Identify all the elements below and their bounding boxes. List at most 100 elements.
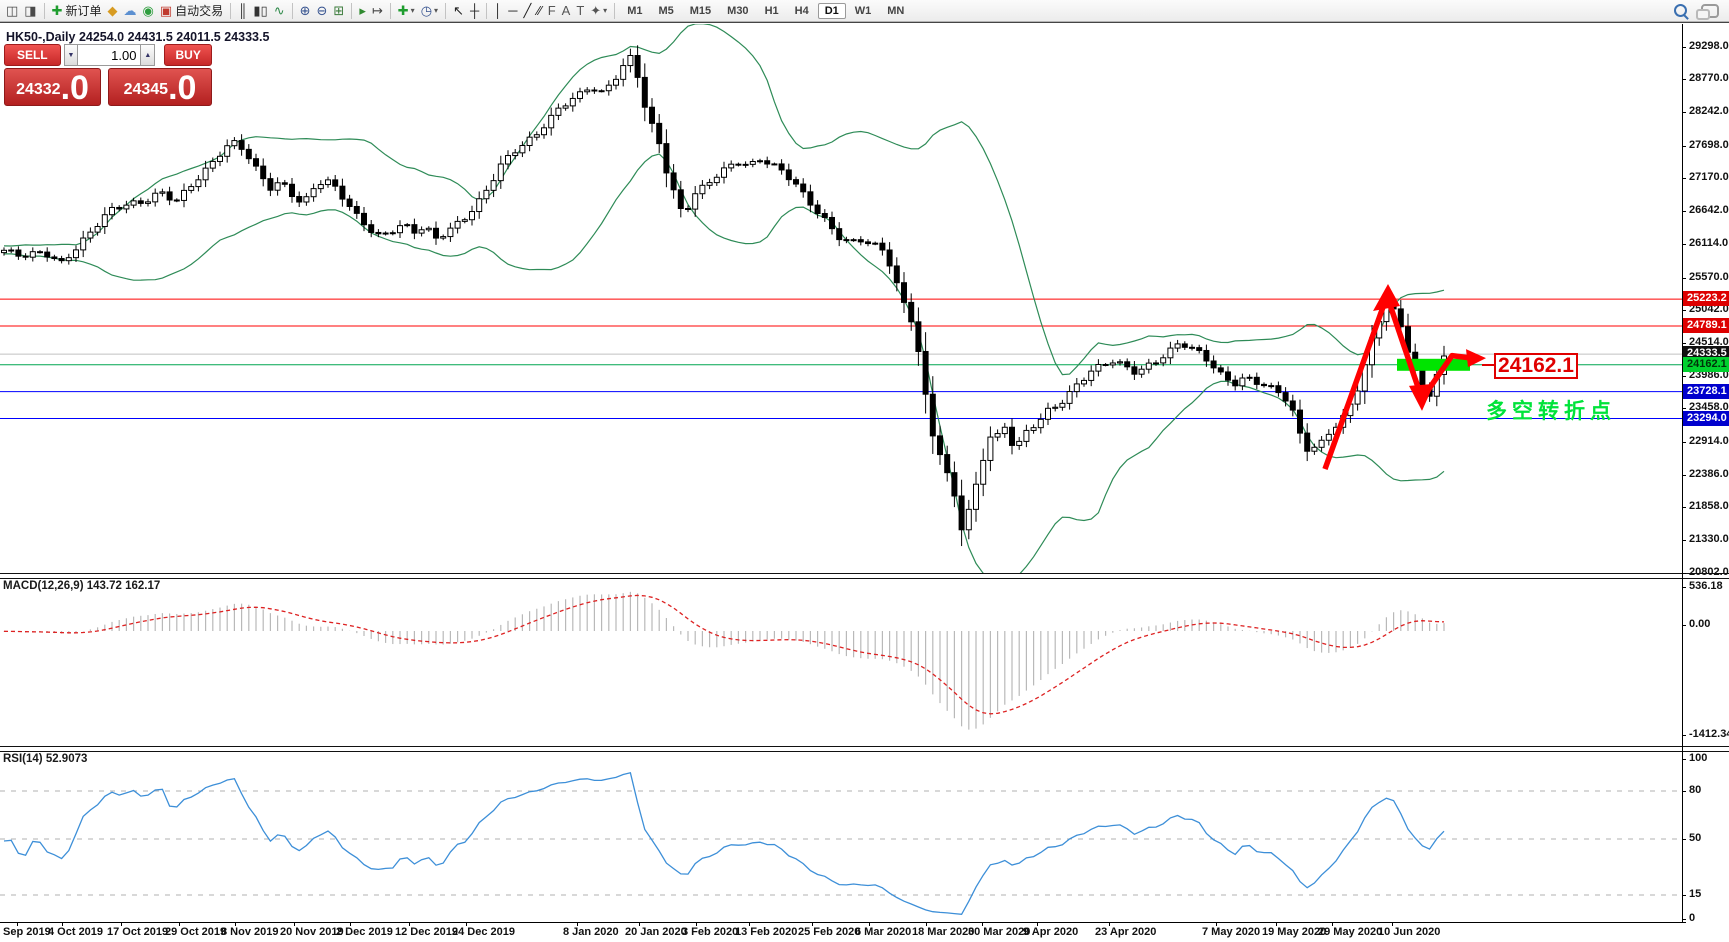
chat-icon[interactable] (1696, 3, 1719, 20)
axis-tick (1682, 310, 1686, 312)
axis-tick (1682, 839, 1686, 840)
date-label: 25 Feb 2020 (798, 926, 861, 938)
cursor-button[interactable]: ↖ (450, 1, 467, 21)
timeframe-w1[interactable]: W1 (854, 4, 872, 17)
volume-decrease-button[interactable]: ▼ (63, 44, 79, 66)
horizontal-line-button[interactable]: ─ (505, 1, 520, 21)
signals-button[interactable]: ◉ (140, 1, 157, 21)
search-icon[interactable] (1674, 4, 1687, 17)
timeframe-h1[interactable]: H1 (764, 4, 779, 17)
volume-input[interactable] (78, 44, 141, 66)
date-tick (179, 922, 180, 926)
timeframe-m1[interactable]: M1 (627, 4, 643, 17)
axis-tick-label: 20802.0 (1689, 565, 1729, 578)
price-chart-pane[interactable] (0, 24, 1682, 573)
text-label-icon: T (576, 2, 585, 18)
macd-pane[interactable] (0, 578, 1682, 745)
timeframe-m30[interactable]: M30 (727, 4, 749, 17)
axis-tick-label: 25042.0 (1689, 303, 1729, 316)
chart-shift-button[interactable]: ↦ (369, 1, 386, 21)
pane-separator[interactable] (0, 573, 1729, 579)
autotrading-button[interactable]: ▣ 自动交易 (157, 1, 226, 21)
bid-price-block[interactable]: 24332 .0 (4, 68, 101, 106)
zoom-out-button[interactable]: ⊖ (314, 1, 331, 21)
dropdown-caret-icon: ▾ (603, 6, 608, 15)
date-tick (466, 922, 467, 926)
toolbar-right (1674, 3, 1719, 20)
date-tick (1392, 922, 1393, 926)
trendline-button[interactable]: ╱ (521, 1, 535, 21)
volume-increase-button[interactable]: ▲ (140, 44, 156, 66)
axis-tick-label: 15 (1689, 888, 1702, 900)
new-order-label: 新订单 (65, 4, 102, 18)
toolbar-separator (230, 2, 232, 19)
date-label: 17 Oct 2019 (107, 926, 169, 938)
chart-profiles-button[interactable]: ◨ (21, 1, 39, 21)
text-button[interactable]: A (559, 1, 574, 21)
axis-tick-label: 22914.0 (1689, 435, 1729, 448)
date-label: 7 May 2020 (1202, 926, 1261, 938)
sell-button[interactable]: SELL (4, 44, 61, 66)
text-label-button[interactable]: T (573, 1, 587, 21)
community-button[interactable]: ☁ (121, 1, 140, 21)
line-chart-button[interactable]: ∿ (271, 1, 288, 21)
pane-separator[interactable] (0, 746, 1729, 752)
axis-tick (1682, 145, 1686, 147)
market-button[interactable]: ◆ (105, 1, 121, 21)
axis-tick (1682, 178, 1686, 180)
axis-tick (1682, 540, 1686, 542)
dropdown-caret-icon: ▾ (434, 6, 439, 15)
buy-button[interactable]: BUY (164, 44, 212, 66)
one-click-trading-panel: SELL ▼ ▲ BUY 24332 .0 24345 .0 (4, 44, 212, 106)
arrows-icon: ✦ (590, 2, 602, 18)
text-icon: A (561, 2, 571, 18)
vertical-line-button[interactable]: │ (491, 1, 505, 21)
axis-tick-label: 27698.0 (1689, 138, 1729, 151)
channel-icon: ∕∕ (537, 2, 542, 18)
axis-tick-label: 26114.0 (1689, 236, 1729, 249)
new-chart-button[interactable]: ◫ (3, 1, 21, 21)
crosshair-button[interactable]: ┼ (467, 1, 482, 21)
timeframe-d1[interactable]: D1 (817, 2, 846, 19)
candlestick-chart-button[interactable]: ▮▯ (250, 1, 270, 21)
axis-tick (1682, 211, 1686, 213)
fibonacci-button[interactable]: F (545, 1, 559, 21)
axis-tick (1682, 625, 1686, 626)
axis-tick-label: 28242.0 (1689, 105, 1729, 118)
zoom-in-icon: ⊕ (299, 2, 311, 18)
axis-tick-label: 21858.0 (1689, 500, 1729, 513)
timeframe-h4[interactable]: H4 (794, 4, 809, 17)
axis-tick-label: 22386.0 (1689, 467, 1729, 480)
date-label: 3 Feb 2020 (682, 926, 739, 938)
arrows-button[interactable]: ✦ ▾ (587, 1, 610, 21)
date-tick (812, 922, 813, 926)
date-tick (17, 922, 18, 926)
toolbar-groups: ◫ ◨ ✚ 新订单 ◆ ☁ ◉ ▣ 自动交易 ║ ▮▯ ∿ ⊕ ⊖ ⊞ ▸ ↦ ✚ ▾ ◷ ▾ ↖ ┼ │ ─ ╱ ∕∕ F A T ✦ ▾ (3, 1, 610, 21)
toolbar-separator (389, 2, 391, 19)
timeframe-m5[interactable]: M5 (658, 4, 674, 17)
macd-label: MACD(12,26,9) 143.72 162.17 (3, 580, 161, 592)
toolbar: ◫ ◨ ✚ 新订单 ◆ ☁ ◉ ▣ 自动交易 ║ ▮▯ ∿ ⊕ ⊖ ⊞ ▸ ↦ ✚ ▾ ◷ ▾ ↖ ┼ │ ─ ╱ ∕∕ F A T ✦ ▾ … (0, 0, 1729, 22)
toolbar-separator (445, 2, 447, 19)
axis-tick (1682, 919, 1686, 920)
periods-icon: ◷ (420, 2, 433, 18)
timeframe-mn[interactable]: MN (887, 4, 905, 17)
zoom-in-button[interactable]: ⊕ (297, 1, 314, 21)
autotrading-label: 自动交易 (175, 4, 224, 18)
channel-button[interactable]: ∕∕ (534, 1, 544, 21)
tile-windows-button[interactable]: ⊞ (330, 1, 347, 21)
new-chart-icon: ◫ (6, 2, 19, 18)
periods-button[interactable]: ◷ ▾ (418, 1, 441, 21)
auto-scroll-button[interactable]: ▸ (356, 1, 369, 21)
timeframe-m15[interactable]: M15 (689, 4, 712, 17)
rsi-pane[interactable] (0, 751, 1682, 922)
turning-point-text: 多空转折点 (1486, 399, 1616, 423)
new-order-button[interactable]: ✚ 新订单 (49, 1, 105, 21)
ask-price-block[interactable]: 24345 .0 (108, 68, 212, 106)
bar-chart-button[interactable]: ║ (235, 1, 250, 21)
toolbar-separator (291, 2, 293, 19)
market-icon: ◆ (107, 2, 118, 18)
vertical-line-icon: │ (494, 2, 503, 18)
indicators-button[interactable]: ✚ ▾ (395, 1, 418, 21)
date-tick (1109, 922, 1110, 926)
